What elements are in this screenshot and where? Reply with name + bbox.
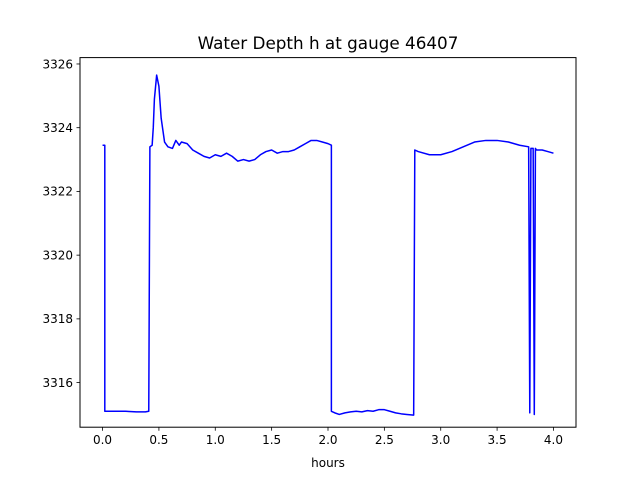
y-tick-label: 3316 xyxy=(42,376,73,390)
y-tick-label: 3324 xyxy=(42,121,73,135)
x-tick-label: 0.5 xyxy=(149,433,168,447)
y-tick-label: 3318 xyxy=(42,312,73,326)
y-axis: 3316 3318 3320 3322 3324 3326 xyxy=(42,57,80,390)
x-axis-label: hours xyxy=(311,456,345,470)
plot-line-layer xyxy=(102,74,554,416)
y-tick-label: 3320 xyxy=(42,248,73,262)
series-line-0 xyxy=(102,74,554,416)
x-tick-label: 3.0 xyxy=(431,433,450,447)
chart-title: Water Depth h at gauge 46407 xyxy=(198,33,459,53)
x-tick-label: 2.0 xyxy=(318,433,337,447)
y-tick-label: 3322 xyxy=(42,185,73,199)
x-tick-label: 1.0 xyxy=(206,433,225,447)
x-tick-label: 4.0 xyxy=(544,433,563,447)
x-tick-label: 2.5 xyxy=(375,433,394,447)
x-tick-label: 0.0 xyxy=(93,433,112,447)
x-tick-label: 3.5 xyxy=(488,433,507,447)
y-tick-label: 3326 xyxy=(42,57,73,71)
x-axis: 0.0 0.5 1.0 1.5 2.0 2.5 3.0 3.5 4.0 xyxy=(93,427,563,447)
x-tick-label: 1.5 xyxy=(262,433,281,447)
